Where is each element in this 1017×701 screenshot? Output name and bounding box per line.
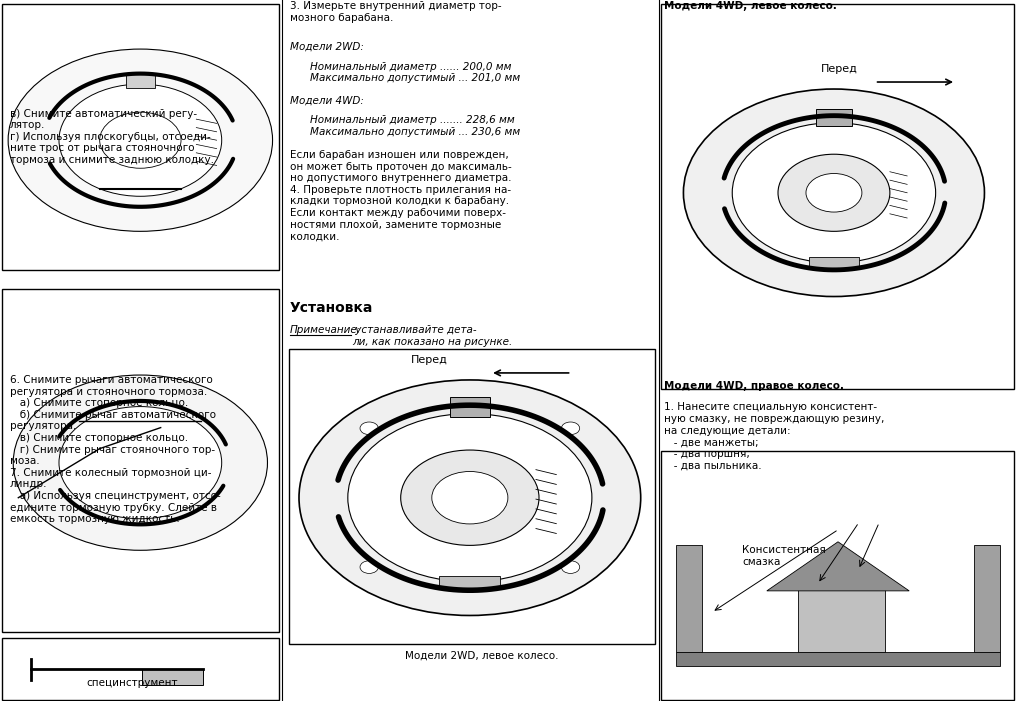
Circle shape: [59, 407, 222, 519]
Circle shape: [8, 49, 273, 231]
Circle shape: [683, 89, 984, 297]
Bar: [974, 545, 1000, 652]
Text: устанавливайте дета-
ли, как показано на рисунке.: устанавливайте дета- ли, как показано на…: [352, 325, 513, 347]
Circle shape: [59, 84, 222, 196]
Bar: [661, 4, 1014, 389]
Text: Номинальный диаметр ...... 200,0 мм
Максимально допустимый ... 201,0 мм: Номинальный диаметр ...... 200,0 мм Макс…: [310, 62, 521, 83]
Bar: [809, 257, 859, 268]
Text: Перед: Перед: [821, 64, 857, 74]
Circle shape: [13, 375, 267, 550]
Bar: [142, 669, 203, 685]
Polygon shape: [767, 542, 909, 591]
Text: Модели 4WD, левое колесо.: Модели 4WD, левое колесо.: [664, 1, 837, 11]
Text: Модели 4WD, правое колесо.: Модели 4WD, правое колесо.: [664, 381, 844, 390]
Circle shape: [100, 112, 181, 168]
Text: Примечание:: Примечание:: [290, 325, 361, 335]
Bar: [2, 638, 279, 700]
Bar: [2, 289, 279, 632]
Bar: [289, 349, 655, 644]
Circle shape: [360, 422, 378, 435]
Text: Номинальный диаметр ....... 228,6 мм
Максимально допустимый ... 230,6 мм: Номинальный диаметр ....... 228,6 мм Мак…: [310, 115, 521, 137]
Text: специнструмент: специнструмент: [86, 678, 178, 688]
Circle shape: [299, 380, 641, 615]
Circle shape: [360, 561, 378, 573]
Text: 6. Снимите рычаги автоматического
регулятора и стояночного тормоза.
   а) Снимит: 6. Снимите рычаги автоматического регуля…: [10, 375, 221, 524]
Bar: [2, 4, 279, 270]
Circle shape: [778, 154, 890, 231]
Bar: [661, 451, 1014, 700]
Text: Перед: Перед: [411, 355, 447, 365]
Circle shape: [401, 450, 539, 545]
Bar: [439, 576, 500, 589]
Circle shape: [348, 414, 592, 582]
Circle shape: [432, 472, 507, 524]
Circle shape: [732, 123, 936, 263]
Circle shape: [805, 174, 861, 212]
Bar: [798, 587, 885, 652]
Bar: [126, 74, 155, 88]
Bar: [816, 109, 852, 126]
Text: Модели 2WD:: Модели 2WD:: [290, 42, 364, 52]
Text: Если барабан изношен или поврежден,
он может быть проточен до максималь-
но допу: Если барабан изношен или поврежден, он м…: [290, 150, 512, 241]
Circle shape: [561, 561, 580, 573]
Bar: [450, 397, 490, 417]
Text: Модели 2WD, левое колесо.: Модели 2WD, левое колесо.: [405, 651, 558, 660]
Circle shape: [561, 422, 580, 435]
Text: 1. Нанесите специальную консистент-
ную смазку, не повреждающую резину,
на следу: 1. Нанесите специальную консистент- ную …: [664, 402, 885, 470]
Bar: [676, 545, 702, 652]
Text: в) Снимите автоматический регу-
лятор.
г) Используя плоскогубцы, отсоеди-
ните т: в) Снимите автоматический регу- лятор. г…: [10, 109, 215, 165]
Text: Консистентная
смазка: Консистентная смазка: [742, 545, 826, 567]
Text: 3. Измерьте внутренний диаметр тор-
мозного барабана.: 3. Измерьте внутренний диаметр тор- мозн…: [290, 1, 501, 23]
Bar: [676, 652, 1000, 666]
Text: Установка: Установка: [290, 301, 373, 315]
Text: Модели 4WD:: Модели 4WD:: [290, 95, 364, 105]
